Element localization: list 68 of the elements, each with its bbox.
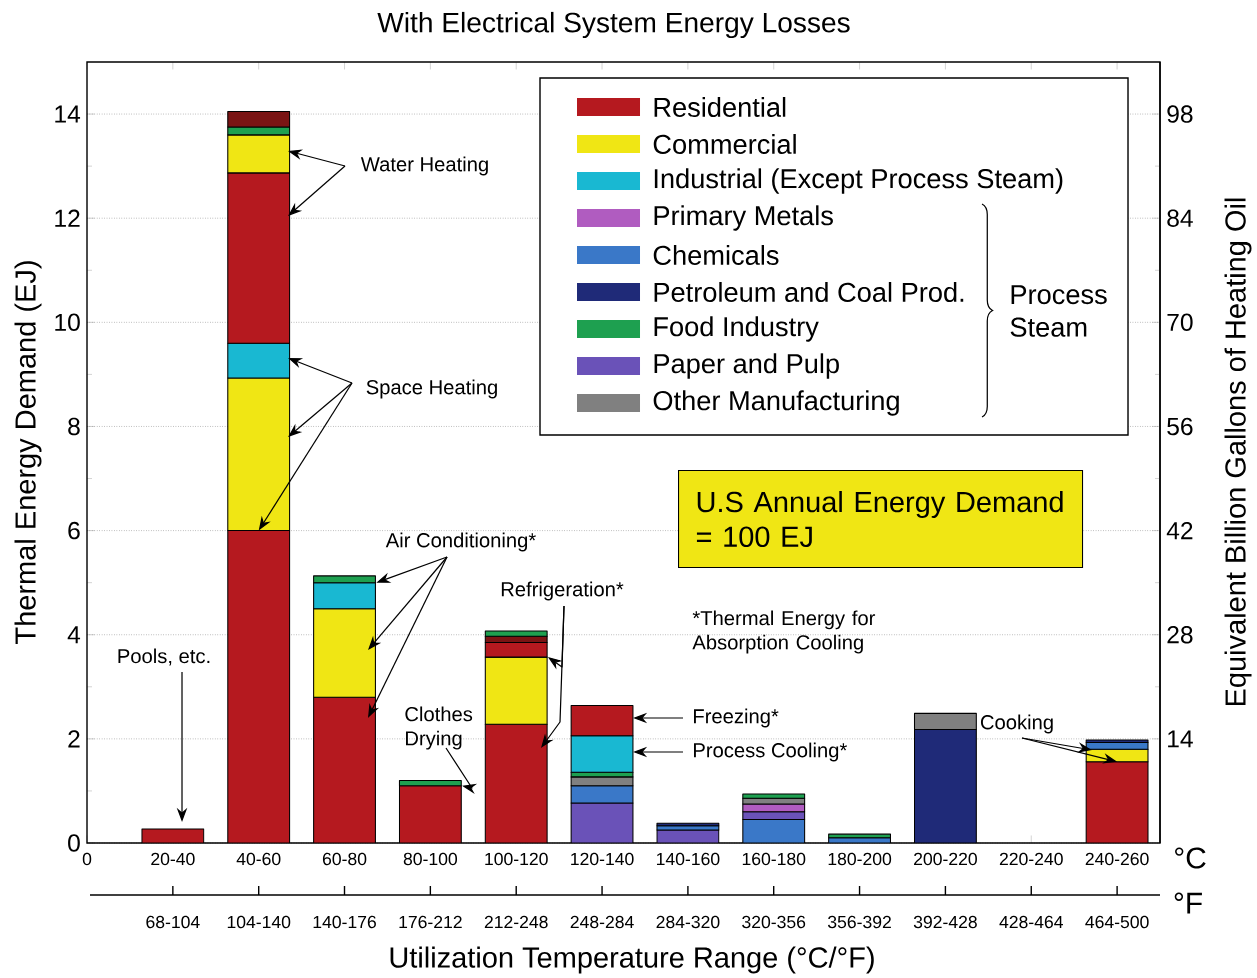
legend-label: Petroleum and Coal Prod. — [654, 282, 964, 303]
y-tick-label: 12 — [55, 209, 80, 227]
x-tick-label: 240-260 — [1085, 852, 1149, 866]
y2-tick-label: 42 — [1166, 521, 1193, 540]
legend-label: Industrial (Except Process Steam) — [654, 168, 1063, 194]
x-tick-label: 160-180 — [742, 852, 806, 866]
legend-label: Residential — [654, 97, 786, 118]
annotation: Water Heating — [360, 156, 488, 176]
text: 68-104 — [146, 915, 200, 929]
y-axis-title: Thermal Energy Demand (EJ) — [14, 261, 42, 644]
y-tick-label: 8 — [68, 417, 80, 436]
text: °C — [1175, 847, 1206, 869]
annotation: Air Conditioning* — [385, 532, 536, 552]
text: °F — [1174, 892, 1202, 914]
text: 104-140 — [227, 915, 291, 929]
text: 212-248 — [484, 915, 548, 929]
y2-tick-label: 84 — [1167, 209, 1193, 227]
y-tick-label: 2 — [68, 730, 80, 748]
y2-tick-label: 28 — [1167, 626, 1193, 644]
x-axis-title: Utilization Temperature Range (°C/°F) — [390, 946, 874, 974]
annotation: Freezing* — [694, 708, 779, 728]
y-tick-label: 0 — [68, 834, 80, 852]
x-tick-label: 220-240 — [999, 852, 1063, 866]
y2-tick-label: 56 — [1167, 417, 1193, 436]
text: 140-176 — [313, 915, 376, 929]
legend-label: Paper and Pulp — [654, 353, 839, 379]
annotation: Process Steam — [1010, 285, 1107, 337]
annotation: *Thermal Energy for Absorption Cooling — [692, 610, 876, 654]
text: 176-212 — [399, 915, 462, 929]
chart-title: With Electrical System Energy Losses — [377, 11, 850, 39]
text: 428-464 — [999, 915, 1063, 929]
legend-label: Food Industry — [654, 316, 819, 342]
y-tick-label: 10 — [55, 313, 80, 332]
x-tick-label: 80-100 — [403, 852, 458, 866]
x-tick-label: 60-80 — [322, 852, 367, 866]
text: 320-356 — [742, 915, 806, 929]
y2-tick-label: 98 — [1167, 105, 1193, 123]
y2-axis-title: Equivalent Billion Gallons of Heating Oil — [1224, 198, 1252, 706]
legend-label: Primary Metals — [654, 205, 833, 231]
x-tick-label: 140-160 — [656, 852, 720, 866]
legend-label: Commercial — [653, 134, 796, 155]
legend-label: Chemicals — [653, 245, 779, 266]
x-tick-label: 120-140 — [571, 852, 634, 866]
annotation: Clothes Drying — [405, 706, 473, 750]
y2-tick-label: 70 — [1167, 313, 1193, 332]
y2-tick-label: 14 — [1168, 730, 1193, 748]
annotation: Space Heating — [366, 379, 497, 399]
y-tick-label: 6 — [68, 521, 80, 540]
text: 284-320 — [656, 915, 720, 929]
x-tick-label: 40-60 — [236, 852, 281, 866]
text: 248-284 — [570, 915, 634, 929]
x-tick-label: 100-120 — [485, 852, 548, 866]
y-tick-label: 4 — [67, 626, 81, 644]
x-tick-label: 20-40 — [151, 852, 195, 866]
y-tick-label: 14 — [55, 105, 81, 123]
x-tick-label: 180-200 — [828, 852, 892, 866]
annotation: Pools, etc. — [118, 648, 210, 666]
text: 464-500 — [1085, 915, 1149, 929]
text: 356-392 — [827, 915, 891, 929]
annotation: U.S Annual Energy Demand = 100 EJ — [696, 490, 1063, 548]
legend-label: Other Manufacturing — [653, 390, 899, 416]
annotation: Refrigeration* — [501, 581, 624, 601]
x-tick-label: 0 — [82, 852, 92, 866]
annotation: Cooking — [980, 714, 1053, 734]
annotation: Process Cooling* — [694, 742, 848, 762]
x-tick-label: 200-220 — [914, 852, 977, 866]
bar — [828, 833, 891, 839]
text: 392-428 — [913, 915, 977, 929]
